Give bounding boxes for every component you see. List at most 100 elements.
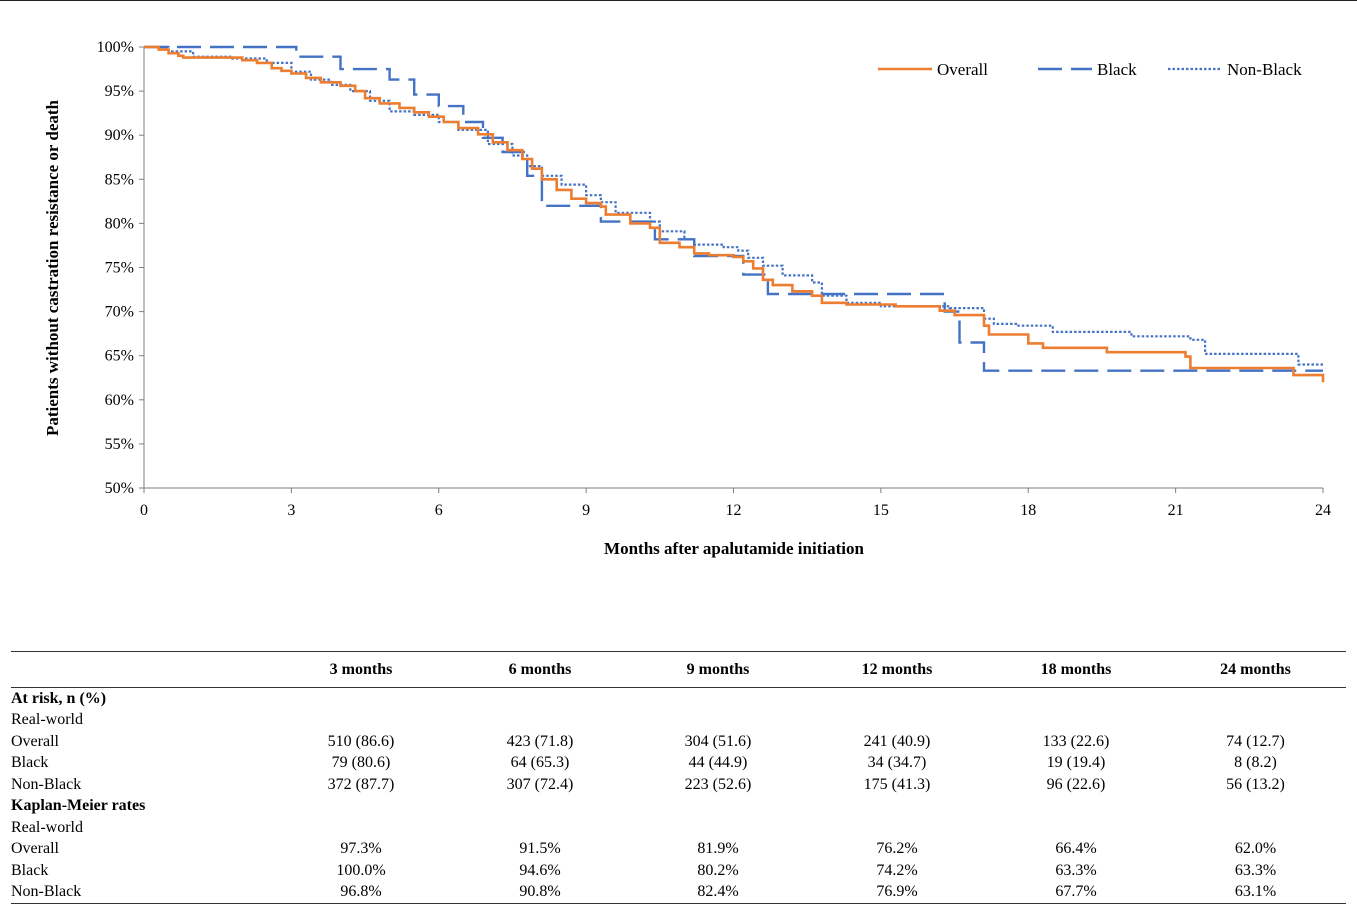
table-cell: 307 (72.4) [506, 775, 574, 793]
table-cell: 510 (86.6) [327, 732, 395, 750]
table-row: Non-Black 96.8% 90.8% 82.4% 76.9% 67.7% 63.1% [11, 882, 1346, 904]
table-cell: 91.5% [519, 840, 561, 858]
table-cell: 66.4% [1055, 840, 1097, 858]
header-cell: 18 months [1040, 660, 1112, 678]
legend-label-black: Black [1097, 60, 1137, 79]
table-cell: 67.7% [1055, 883, 1097, 901]
table-cell [987, 688, 1165, 710]
y-tick-label: 65% [105, 348, 134, 365]
row-label: Non-Black [11, 775, 82, 793]
header-cell: 24 months [1220, 660, 1291, 678]
x-tick-label: 21 [1168, 502, 1184, 519]
y-tick-label: 95% [105, 83, 134, 100]
table-cell [807, 710, 987, 732]
y-tick-label: 100% [97, 39, 134, 56]
series-line-black [144, 45, 1323, 372]
table-cell [1165, 688, 1346, 710]
table-row: Overall 97.3% 91.5% 81.9% 76.2% 66.4% 62.0% [11, 839, 1346, 861]
table-row: Kaplan-Meier rates [11, 796, 1346, 818]
table-cell [271, 688, 451, 710]
km-summary-table: 3 months 6 months 9 months 12 months 18 mont… [11, 651, 1346, 904]
table-cell: 94.6% [519, 861, 561, 879]
table-cell: 100.0% [336, 861, 386, 879]
x-tick-label: 18 [1020, 502, 1036, 519]
table-cell: 175 (41.3) [863, 775, 931, 793]
table-cell: 304 (51.6) [684, 732, 752, 750]
table-cell [271, 796, 451, 818]
table-cell [807, 817, 987, 839]
table-cell: 63.3% [1055, 861, 1097, 879]
table-cell [807, 796, 987, 818]
x-tick-label: 15 [873, 502, 889, 519]
table-cell [987, 710, 1165, 732]
table-cell [451, 688, 629, 710]
table-row: Real-world [11, 817, 1346, 839]
table-cell [629, 817, 807, 839]
table-cell: 96 (22.6) [1046, 775, 1106, 793]
y-tick-label: 70% [105, 304, 134, 321]
table-cell [987, 796, 1165, 818]
legend-label-non-black: Non-Black [1227, 60, 1302, 79]
row-label: Kaplan-Meier rates [11, 797, 146, 815]
table-row: Non-Black 372 (87.7) 307 (72.4) 223 (52.6) 1… [11, 774, 1346, 796]
legend-label-overall: Overall [937, 60, 988, 79]
x-tick-label: 3 [287, 502, 295, 519]
table-cell [1165, 710, 1346, 732]
table-cell: 82.4% [697, 883, 739, 901]
table-cell: 80.2% [697, 861, 739, 879]
table-cell [271, 817, 451, 839]
header-cell: 3 months [329, 660, 393, 678]
y-tick-label: 50% [105, 480, 134, 497]
table-row: Black 79 (80.6) 64 (65.3) 44 (44.9) 34 (34.7… [11, 753, 1346, 775]
table-cell: 44 (44.9) [688, 754, 748, 772]
table-body: At risk, n (%) Real-world Overall 510 (86.6… [11, 688, 1346, 904]
km-chart: 50% 55% 60% 65% 70% 75% 80% 85% 90% 95% 100% 0 3 6 9 12… [43, 39, 1331, 558]
table-cell: 8 (8.2) [1234, 754, 1277, 772]
y-axis-title: Patients without castration resistance o… [43, 99, 62, 436]
table-cell [629, 710, 807, 732]
table-row: Overall 510 (86.6) 423 (71.8) 304 (51.6) 241… [11, 731, 1346, 753]
table-row: Black 100.0% 94.6% 80.2% 74.2% 63.3% 63.3% [11, 860, 1346, 882]
table-cell: 90.8% [519, 883, 561, 901]
table-cell: 372 (87.7) [327, 775, 395, 793]
table-cell: 64 (65.3) [510, 754, 570, 772]
table-cell: 74 (12.7) [1226, 732, 1285, 750]
chart-legend: Overall Black Non-Black [878, 60, 1302, 79]
x-axis-title: Months after apalutamide initiation [604, 539, 864, 558]
table-cell [629, 796, 807, 818]
table-row: At risk, n (%) [11, 688, 1346, 710]
y-tick-label: 75% [105, 260, 134, 277]
table-cell: 63.3% [1234, 861, 1277, 879]
header-cell: 12 months [861, 660, 933, 678]
y-tick-label: 60% [105, 392, 134, 409]
series-line-non-black [144, 45, 1323, 366]
table-cell: 81.9% [697, 840, 739, 858]
x-tick-label: 24 [1315, 502, 1331, 519]
row-label: Non-Black [11, 883, 82, 901]
table-header: 3 months 6 months 9 months 12 months 18 mont… [11, 651, 1346, 688]
table-cell: 223 (52.6) [684, 775, 752, 793]
series-line-overall [144, 45, 1325, 383]
table-cell [987, 817, 1165, 839]
header-cell: 9 months [686, 660, 750, 678]
table-cell: 133 (22.6) [1042, 732, 1110, 750]
x-tick-label: 9 [582, 502, 590, 519]
table-cell: 76.2% [876, 840, 918, 858]
x-tick-label: 12 [726, 502, 742, 519]
table-cell: 63.1% [1234, 883, 1277, 901]
table-cell [271, 710, 451, 732]
table-cell [1165, 817, 1346, 839]
top-rule [0, 0, 1357, 1]
row-label: Black [11, 861, 49, 879]
chart-axes: 50% 55% 60% 65% 70% 75% 80% 85% 90% 95% 100% 0 3 6 9 12… [97, 39, 1331, 519]
table-cell [451, 796, 629, 818]
table-cell [451, 710, 629, 732]
table-cell: 56 (13.2) [1226, 775, 1285, 793]
table-cell: 96.8% [340, 883, 382, 901]
y-tick-label: 80% [105, 215, 134, 232]
row-label: Real-world [11, 818, 83, 836]
table-cell: 34 (34.7) [867, 754, 927, 772]
row-label: Real-world [11, 711, 83, 729]
table-cell: 19 (19.4) [1046, 754, 1106, 772]
row-label: Black [11, 754, 49, 772]
